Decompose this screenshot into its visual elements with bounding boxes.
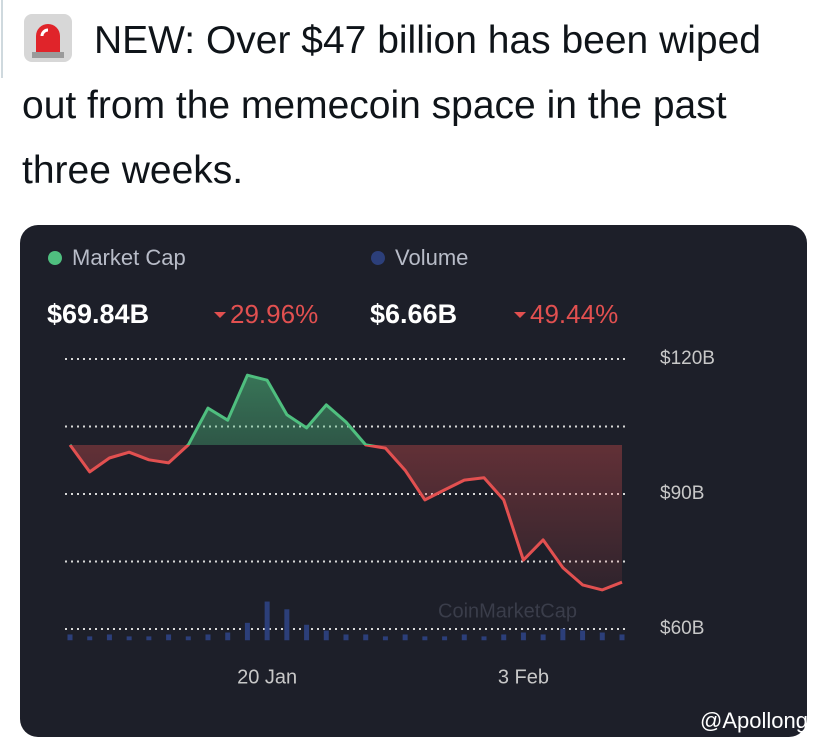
line — [68, 373, 623, 592]
thread-line — [1, 0, 3, 78]
x-tick-label: 3 Feb — [498, 666, 549, 688]
volume-bar — [540, 634, 546, 641]
volume-bar — [284, 609, 290, 641]
volume-bar — [580, 630, 586, 641]
volume-bar — [106, 634, 112, 641]
volume-bar — [442, 636, 448, 641]
credit: @Apollong — [700, 708, 808, 733]
y-tick-label: $120B — [660, 348, 715, 369]
volume-bar — [520, 632, 526, 641]
down-arrow — [214, 312, 226, 318]
volume-bar — [599, 632, 605, 641]
volume-bar — [225, 632, 231, 641]
siren-icon — [24, 14, 72, 62]
volume-bar — [382, 636, 388, 641]
volume-bar — [185, 636, 191, 641]
volume-bar — [87, 636, 93, 641]
volume-bar — [402, 634, 408, 641]
legend-label: Volume — [395, 245, 468, 270]
volume-bar — [126, 636, 132, 641]
stat-value: $69.84B — [47, 299, 149, 329]
volume-bar — [244, 622, 250, 641]
area — [70, 375, 622, 590]
volume-bar — [343, 634, 349, 641]
down-arrow — [514, 312, 526, 318]
volume-bar — [501, 634, 507, 641]
volume-bar — [146, 636, 152, 641]
watermark: CoinMarketCap — [438, 600, 577, 622]
volume-bar — [166, 634, 172, 641]
volume-bar — [422, 636, 428, 641]
x-tick-label: 20 Jan — [237, 666, 297, 688]
y-tick-label: $60B — [660, 618, 704, 639]
volume-bar — [363, 634, 369, 641]
y-tick-label: $90B — [660, 483, 704, 504]
legend-marker — [48, 251, 62, 265]
volume-bar — [67, 634, 73, 641]
volume-bar — [461, 634, 467, 641]
stat-change: 49.44% — [530, 299, 618, 329]
legend-label: Market Cap — [72, 245, 186, 270]
stat-value: $6.66B — [370, 299, 457, 329]
volume-bar — [619, 634, 625, 641]
stat-change: 29.96% — [230, 299, 318, 329]
volume-bar — [481, 636, 487, 641]
legend-marker — [371, 251, 385, 265]
post-text: NEW: Over $47 billion has been wiped out… — [22, 19, 761, 192]
volume-bar — [264, 601, 270, 641]
volume-bar — [323, 630, 329, 641]
volume-bar — [205, 634, 211, 641]
volume-bar — [560, 628, 566, 641]
volume-bar — [304, 624, 310, 641]
